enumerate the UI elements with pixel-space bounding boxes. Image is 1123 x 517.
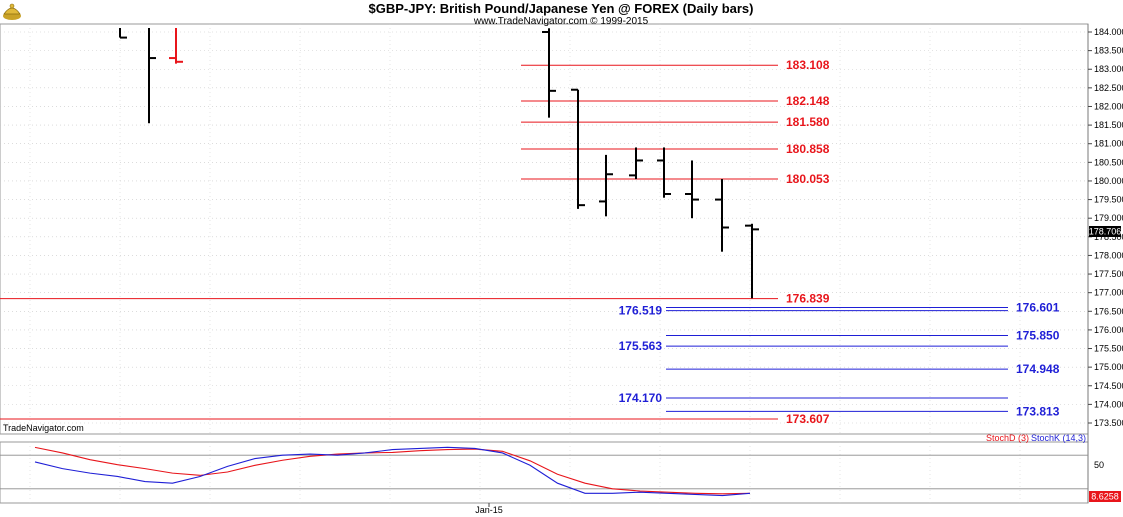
level-label: 175.850 bbox=[1016, 328, 1060, 342]
date-axis-tick: Jan-15 bbox=[475, 505, 503, 515]
price-bar bbox=[657, 147, 671, 198]
price-axis-tick: 174.500 bbox=[1094, 381, 1123, 391]
last-price-tag bbox=[1089, 226, 1121, 237]
stoch-last-tag bbox=[1089, 491, 1121, 502]
price-axis-ticks: 184.000 183.500 183.000 182.500 182.000 181.5… bbox=[1088, 27, 1123, 428]
stochastic-panel bbox=[0, 441, 1089, 504]
price-bar bbox=[119, 28, 127, 39]
price-axis-tick: 179.500 bbox=[1094, 195, 1123, 205]
price-axis-tick: 183.500 bbox=[1094, 46, 1123, 56]
level-label: 180.858 bbox=[786, 142, 830, 156]
price-axis-tick: 177.500 bbox=[1094, 269, 1123, 279]
watermark: TradeNavigator.com bbox=[3, 423, 84, 433]
level-label: 173.607 bbox=[786, 412, 830, 426]
levels: 183.108 182.148 181.580 180.858 180.053 176.8… bbox=[0, 58, 1060, 426]
price-panel bbox=[0, 23, 1089, 435]
price-axis-tick: 180.000 bbox=[1094, 176, 1123, 186]
price-axis-tick: 175.000 bbox=[1094, 362, 1123, 372]
level-label: 174.948 bbox=[1016, 362, 1060, 376]
price-bar bbox=[685, 160, 699, 219]
price-bar bbox=[148, 28, 156, 124]
price-axis-tick: 183.000 bbox=[1094, 64, 1123, 74]
stoch-series-line bbox=[34, 446, 751, 497]
price-axis-tick: 176.500 bbox=[1094, 306, 1123, 316]
stoch-series-line bbox=[34, 446, 751, 495]
level-label: 176.601 bbox=[1016, 301, 1060, 315]
price-bar bbox=[629, 147, 643, 180]
price-bar bbox=[715, 179, 729, 252]
price-axis-tick: 182.500 bbox=[1094, 83, 1123, 93]
legend-stochd: StochD (3) bbox=[986, 433, 1029, 443]
legend-stochk: StochK (14,3) bbox=[1031, 433, 1086, 443]
price-axis-tick: 179.000 bbox=[1094, 213, 1123, 223]
level-label: 174.170 bbox=[619, 391, 663, 405]
last-price-label: 178.706 bbox=[1089, 227, 1122, 237]
price-bar bbox=[169, 28, 183, 64]
chart-subtitle: www.TradeNavigator.com © 1999-2015 bbox=[473, 16, 649, 27]
price-axis-tick: 181.000 bbox=[1094, 139, 1123, 149]
price-axis-tick: 184.000 bbox=[1094, 27, 1123, 37]
stochastic-lines bbox=[0, 446, 1088, 497]
price-bar bbox=[571, 88, 585, 209]
price-bar bbox=[599, 154, 613, 217]
price-axis-tick: 180.500 bbox=[1094, 157, 1123, 167]
level-label: 180.053 bbox=[786, 172, 830, 186]
price-axis-tick: 181.500 bbox=[1094, 120, 1123, 130]
price-axis-tick: 178.000 bbox=[1094, 250, 1123, 260]
level-label: 182.148 bbox=[786, 94, 830, 108]
trade-navigator-lamp-icon bbox=[3, 3, 21, 20]
level-label: 181.580 bbox=[786, 115, 830, 129]
price-axis-tick: 176.000 bbox=[1094, 325, 1123, 335]
level-label: 183.108 bbox=[786, 58, 830, 72]
price-axis-tick: 173.500 bbox=[1094, 418, 1123, 428]
chart-title: $GBP-JPY: British Pound/Japanese Yen @ F… bbox=[369, 1, 754, 16]
level-label: 173.813 bbox=[1016, 404, 1060, 418]
level-label: 176.839 bbox=[786, 292, 830, 306]
price-axis-tick: 182.000 bbox=[1094, 101, 1123, 111]
price-bars bbox=[119, 28, 759, 299]
price-bar bbox=[745, 223, 759, 299]
stoch-last-label: 8.6258 bbox=[1091, 492, 1119, 502]
level-label: 175.563 bbox=[619, 339, 663, 353]
price-bar bbox=[542, 28, 556, 118]
price-axis-tick: 174.000 bbox=[1094, 399, 1123, 409]
price-axis-tick: 175.500 bbox=[1094, 344, 1123, 354]
price-axis-tick: 177.000 bbox=[1094, 288, 1123, 298]
level-label: 176.519 bbox=[619, 304, 663, 318]
stoch-axis-tick-50: 50 bbox=[1094, 460, 1104, 470]
